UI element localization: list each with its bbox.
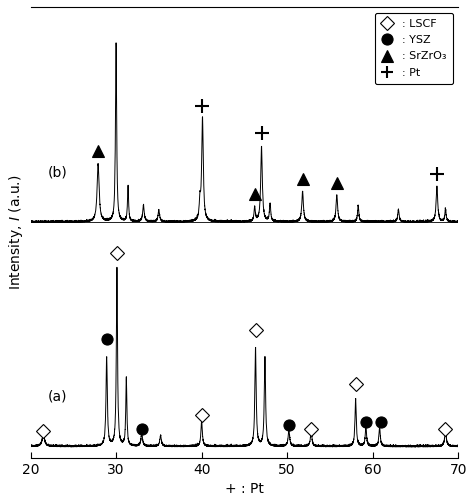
Y-axis label: Intensity, $I$ (a.u.): Intensity, $I$ (a.u.) <box>7 175 25 290</box>
X-axis label: + : Pt: + : Pt <box>225 482 264 496</box>
Text: (a): (a) <box>47 390 67 403</box>
Text: (b): (b) <box>47 165 67 179</box>
Legend: : LSCF, : YSZ, : SrZrO₃, : Pt: : LSCF, : YSZ, : SrZrO₃, : Pt <box>375 13 453 84</box>
